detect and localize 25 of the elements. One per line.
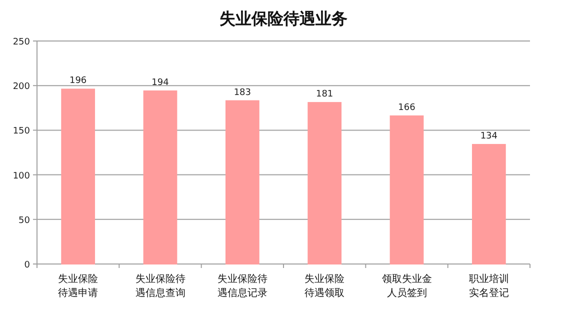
x-tick-label: 领取失业金人员签到 bbox=[382, 273, 432, 299]
data-label: 166 bbox=[398, 102, 416, 113]
y-tick-label: 150 bbox=[12, 126, 30, 137]
x-tick-label: 失业保险待遇领取 bbox=[304, 273, 345, 299]
x-tick-label: 失业保险待遇信息记录 bbox=[217, 273, 268, 299]
bar bbox=[472, 144, 506, 264]
y-tick-label: 100 bbox=[12, 171, 30, 182]
bar bbox=[61, 88, 96, 264]
y-tick-label: 250 bbox=[12, 38, 30, 48]
data-label: 183 bbox=[234, 88, 252, 98]
data-label: 181 bbox=[316, 90, 334, 100]
bar bbox=[390, 115, 424, 264]
y-tick-label: 200 bbox=[12, 82, 30, 92]
data-label: 196 bbox=[69, 76, 87, 86]
x-tick-label: 失业保险待遇信息查询 bbox=[135, 273, 186, 299]
x-tick-label: 职业培训实名登记 bbox=[468, 273, 509, 299]
y-tick-label: 0 bbox=[24, 260, 30, 270]
data-label: 194 bbox=[152, 78, 170, 88]
bar bbox=[308, 102, 342, 264]
y-tick-label: 50 bbox=[18, 216, 30, 226]
bar bbox=[143, 90, 178, 264]
x-tick-label: 失业保险待遇申请 bbox=[58, 273, 98, 299]
data-label: 134 bbox=[480, 131, 498, 142]
bar bbox=[225, 100, 260, 264]
chart-title: 失业保险待遇业务 bbox=[220, 9, 348, 28]
